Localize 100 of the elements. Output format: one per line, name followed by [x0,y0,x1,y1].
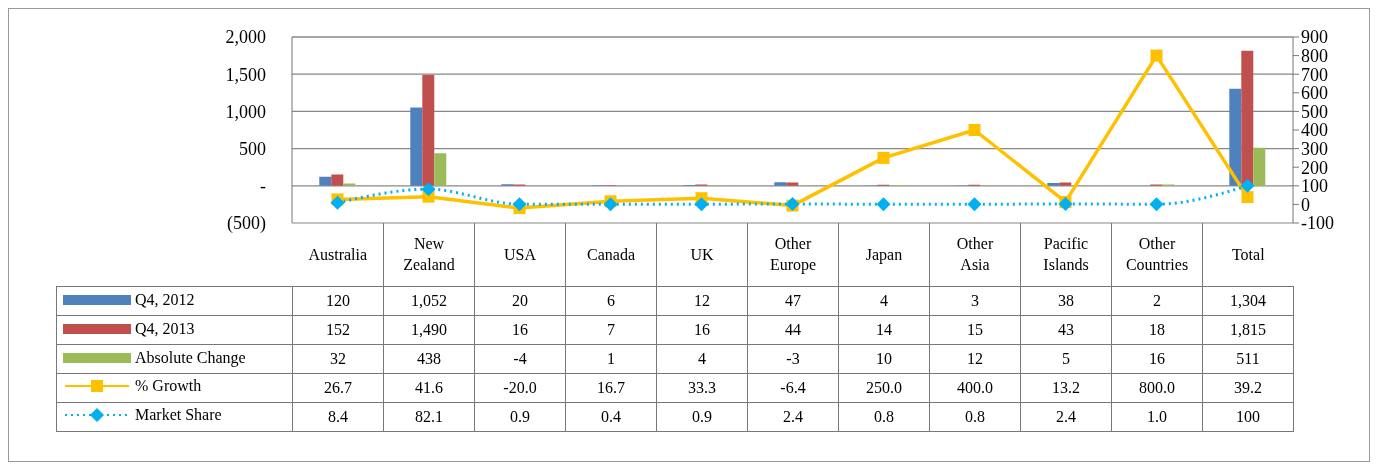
data-label: 1,815 [1202,315,1294,344]
data-label: 0.8 [929,402,1021,431]
y-tick-label: 500 [239,138,266,159]
legend-label: Q4, 2013 [135,320,195,338]
x-tick-label: Canada [565,223,657,286]
point [1150,49,1163,62]
data-label: 1 [565,344,657,373]
data-label: 2 [1111,286,1203,315]
y2-tick-label: 300 [1301,138,1328,159]
x-tick-label: Total [1202,223,1294,286]
data-label: 43 [1020,315,1112,344]
data-label: 0.4 [565,402,657,431]
point [968,124,981,136]
data-label: 5 [1020,344,1112,373]
bar [774,182,787,186]
y-tick-label: 1,500 [225,64,266,85]
bar [343,183,356,186]
legend-label: % Growth [135,377,202,395]
data-label: 152 [292,315,384,344]
x-tick-label: Other Asia [929,223,1021,286]
data-label: 438 [383,344,475,373]
bar [1059,182,1072,186]
data-label: 0.9 [656,402,748,431]
bar [410,107,423,186]
point [330,195,345,210]
data-label: 3 [929,286,1021,315]
x-tick-label: UK [656,223,748,286]
data-label: 16 [1111,344,1203,373]
point [512,197,527,212]
y2-tick-label: 100 [1301,176,1328,197]
data-label: 8.4 [292,402,384,431]
data-label: 16 [474,315,566,344]
legend-label: Q4, 2012 [135,291,195,309]
data-label: -20.0 [474,373,566,402]
legend-label: Absolute Change [135,349,246,367]
data-label: 15 [929,315,1021,344]
data-label: 33.3 [656,373,748,402]
data-label: 100 [1202,402,1294,431]
data-label: 10 [838,344,930,373]
data-label: 2.4 [747,402,839,431]
data-label: 250.0 [838,373,930,402]
data-label: 12 [656,286,748,315]
bar [1229,88,1242,186]
data-label: 4 [656,344,748,373]
data-label: 14 [838,315,930,344]
data-label: 32 [292,344,384,373]
point [877,151,890,164]
data-label: 39.2 [1202,373,1294,402]
data-label: 1.0 [1111,402,1203,431]
bar [1047,182,1060,186]
data-label: 38 [1020,286,1112,315]
y2-tick-label: 200 [1301,157,1328,178]
y2-tick-label: 600 [1301,83,1328,104]
data-label: 6 [565,286,657,315]
x-tick-label: Australia [292,223,384,286]
point [1149,197,1164,212]
y2-tick-label: 800 [1301,45,1328,66]
data-label: -6.4 [747,373,839,402]
bar [1241,50,1254,186]
data-label: 4 [838,286,930,315]
y2-tick-label: 900 [1301,27,1328,48]
data-label: 400.0 [929,373,1021,402]
data-label: 0.9 [474,402,566,431]
point [1241,191,1254,204]
x-tick-label: Other Europe [747,223,839,286]
bar [786,182,799,186]
data-label: 47 [747,286,839,315]
y2-tick-label: 400 [1301,120,1328,141]
point [967,197,982,212]
y2-tick-label: 500 [1301,101,1328,122]
point [694,197,709,212]
data-label: 41.6 [383,373,475,402]
data-label: 13.2 [1020,373,1112,402]
y2-tick-label: -100 [1301,213,1334,234]
y-tick-label: 1,000 [225,101,266,122]
data-label: 0.8 [838,402,930,431]
bar [434,153,447,186]
y-tick-label: 2,000 [225,27,266,48]
x-tick-label: Other Countries [1111,223,1203,286]
data-label: 20 [474,286,566,315]
data-label: 44 [747,315,839,344]
bar [1253,147,1266,186]
data-label: -3 [747,344,839,373]
data-label: 16 [656,315,748,344]
data-label: 12 [929,344,1021,373]
x-tick-label: USA [474,223,566,286]
y2-tick-label: 0 [1301,194,1310,215]
legend-label: Market Share [135,406,222,424]
x-tick-label: Pacific Islands [1020,223,1112,286]
data-label: 16.7 [565,373,657,402]
data-label: 120 [292,286,384,315]
bar [319,176,332,186]
data-label: 511 [1202,344,1294,373]
x-tick-label: Japan [838,223,930,286]
data-label: 7 [565,315,657,344]
data-label: 1,490 [383,315,475,344]
data-label: -4 [474,344,566,373]
y2-tick-label: 700 [1301,64,1328,85]
bar [422,74,435,186]
point [876,197,891,212]
